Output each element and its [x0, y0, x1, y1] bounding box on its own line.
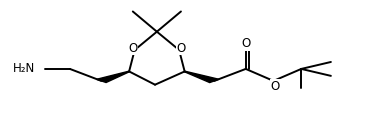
Text: O: O	[176, 42, 186, 55]
Polygon shape	[184, 71, 219, 83]
Text: H₂N: H₂N	[13, 62, 35, 75]
Text: O: O	[128, 42, 137, 55]
Text: O: O	[241, 37, 250, 50]
Polygon shape	[97, 71, 130, 83]
Text: O: O	[271, 80, 280, 93]
